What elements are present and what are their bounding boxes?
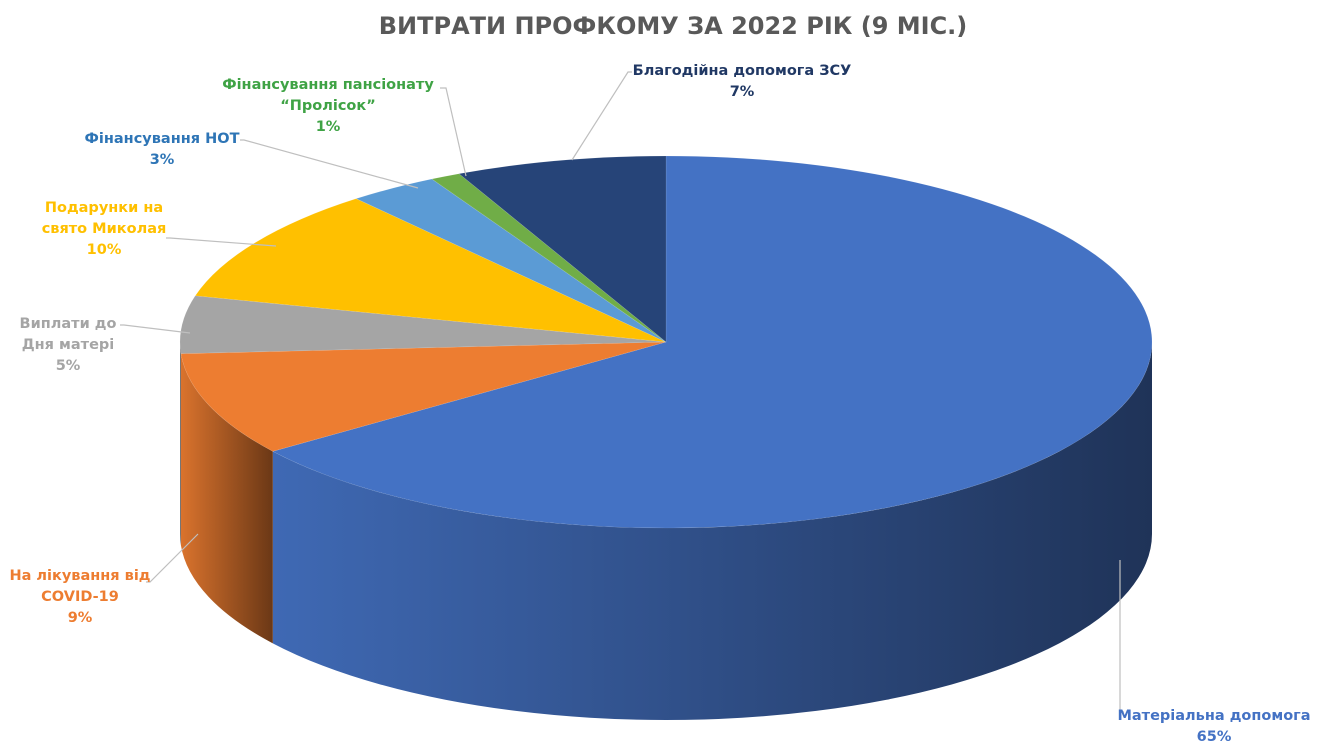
pie-sides (180, 342, 1152, 720)
leader-lines (120, 71, 1124, 713)
data-label-value-3: 10% (87, 242, 122, 258)
data-labels: Матеріальна допомога 65% На лікування від C… (9, 63, 1310, 743)
data-label-category-4: Фінансування НОТ (85, 131, 240, 147)
slice-top-5 (431, 173, 667, 343)
slice-top-1 (180, 341, 667, 452)
data-label-category-1: На лікування від (9, 568, 150, 584)
data-label-value-0: 65% (1197, 729, 1232, 743)
data-label-category-3: свято Миколая (42, 221, 167, 237)
slice-top-3 (194, 198, 667, 343)
slice-top-0 (272, 155, 1153, 529)
data-label-category-1: COVID-19 (41, 589, 119, 605)
data-label-category-0: Матеріальна допомога (1117, 708, 1310, 724)
data-label-value-5: 1% (316, 119, 341, 135)
leader-line-1 (146, 533, 199, 583)
leader-line-2 (120, 324, 191, 334)
data-label-value-6: 7% (730, 84, 755, 100)
leader-line-3 (166, 237, 277, 247)
pie-top (179, 155, 1153, 529)
data-label-category-6: Благодійна допомога ЗСУ (633, 63, 852, 79)
data-label-value-2: 5% (56, 358, 81, 374)
leader-line-6 (571, 71, 632, 161)
data-label-category-3: Подарунки на (45, 200, 163, 216)
data-label-category-5: Фінансування пансіонату (222, 77, 434, 93)
slice-side-1 (180, 353, 273, 644)
slice-side-2 (180, 342, 181, 546)
data-label-category-2: Дня матері (22, 337, 115, 353)
slice-top-2 (179, 295, 667, 354)
slice-top-4 (355, 178, 667, 343)
data-label-category-2: Виплати до (20, 316, 117, 332)
leader-line-5 (440, 87, 467, 177)
data-label-category-5: “Пролісок” (280, 98, 376, 114)
slice-side-0 (272, 342, 1152, 720)
data-label-value-4: 3% (150, 152, 175, 168)
chart-title: ВИТРАТИ ПРОФКОМУ ЗА 2022 РІК (9 МІС.) (379, 12, 968, 40)
data-label-value-1: 9% (68, 610, 93, 626)
slice-top-6 (458, 155, 667, 343)
leader-line-0 (1119, 560, 1124, 713)
leader-line-4 (240, 139, 419, 189)
